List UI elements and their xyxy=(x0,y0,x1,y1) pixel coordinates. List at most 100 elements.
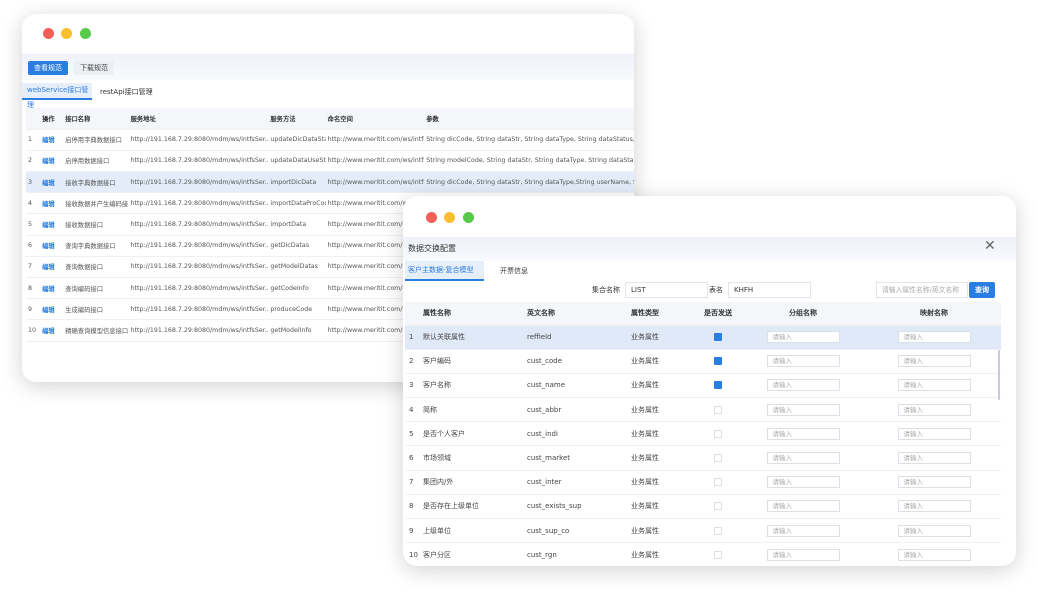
cell-name: 启停用字典数据接口 xyxy=(63,129,129,151)
edit-link[interactable]: 编辑 xyxy=(40,235,64,257)
mapping-name-input[interactable]: 请输入 xyxy=(897,524,971,537)
row-number: 9 xyxy=(405,518,423,544)
cell-en: cust_exists_sup xyxy=(527,494,631,520)
tab-webservice[interactable]: webService接口管理 xyxy=(22,83,92,109)
mapping-name-input[interactable]: 请输入 xyxy=(897,379,971,392)
send-cell xyxy=(697,325,739,350)
table-row[interactable]: 5 是否个人客户 cust_indi 业务属性 请输入 请输入 xyxy=(405,421,1001,447)
mapping-name-input-cell: 请输入 xyxy=(867,494,1001,520)
group-name-input[interactable]: 请输入 xyxy=(766,355,840,368)
mapping-name-input[interactable]: 请输入 xyxy=(897,500,971,513)
table-row[interactable]: 10 客户分区 cust_rgn 业务属性 请输入 请输入 xyxy=(405,542,1001,566)
column-header xyxy=(405,302,423,326)
send-checkbox[interactable] xyxy=(714,454,722,463)
table-row[interactable]: 3 编辑 接收字典数据接口 http://191.168.7.29:8080/mdm/… xyxy=(26,171,634,194)
send-checkbox[interactable] xyxy=(714,478,722,487)
maximize-dot-icon[interactable] xyxy=(463,212,474,223)
table-row[interactable]: 3 客户名称 cust_name 业务属性 请输入 请输入 xyxy=(405,373,1001,399)
mapping-name-input[interactable]: 请输入 xyxy=(897,331,971,344)
table-name-input[interactable]: KHFH xyxy=(728,282,811,298)
send-checkbox[interactable] xyxy=(714,405,722,414)
search-input[interactable]: 请输入属性名称/英文名称 xyxy=(876,282,968,298)
edit-link[interactable]: 编辑 xyxy=(40,171,64,194)
table-row[interactable]: 1 默认关联属性 reffield 业务属性 请输入 请输入 xyxy=(405,325,1001,350)
send-checkbox[interactable] xyxy=(714,333,722,342)
download-spec-button[interactable]: 下载规范 xyxy=(74,61,114,75)
close-icon[interactable]: ✕ xyxy=(984,238,996,254)
cell-ns: http://www.meritit.com/ws/intfs xyxy=(325,277,425,300)
group-name-input-cell: 请输入 xyxy=(739,470,867,495)
mapping-name-input[interactable]: 请输入 xyxy=(897,452,971,465)
row-number: 6 xyxy=(26,235,41,257)
group-name-input[interactable]: 请输入 xyxy=(766,427,840,440)
mapping-name-input[interactable]: 请输入 xyxy=(897,403,971,416)
edit-link[interactable]: 编辑 xyxy=(40,213,64,236)
minimize-dot-icon[interactable] xyxy=(444,212,455,223)
group-name-input[interactable]: 请输入 xyxy=(766,476,840,489)
send-checkbox[interactable] xyxy=(714,502,722,511)
close-dot-icon[interactable] xyxy=(426,212,437,223)
table-row[interactable]: 2 客户编码 cust_code 业务属性 请输入 请输入 xyxy=(405,349,1001,374)
group-name-input[interactable]: 请输入 xyxy=(766,452,840,465)
set-name-input[interactable]: LIST xyxy=(625,282,708,298)
cell-name: 是否存在上级单位 xyxy=(423,494,527,520)
group-name-input[interactable]: 请输入 xyxy=(766,524,840,537)
view-spec-button[interactable]: 查看规范 xyxy=(28,61,68,75)
minimize-dot-icon[interactable] xyxy=(61,28,72,39)
column-header: 映射名称 xyxy=(867,302,1001,326)
send-checkbox[interactable] xyxy=(714,357,722,366)
edit-link[interactable]: 编辑 xyxy=(40,150,64,173)
mapping-name-input-cell: 请输入 xyxy=(867,349,1001,374)
edit-link[interactable]: 编辑 xyxy=(40,256,64,279)
cell-url: http://191.168.7.29:8080/mdm/ws/intfsSer… xyxy=(128,298,269,321)
cell-ns: http://www.meritit.com/ws/intfs xyxy=(325,256,425,279)
table-row[interactable]: 9 上级单位 cust_sup_co 业务属性 请输入 请输入 xyxy=(405,518,1001,544)
table-row[interactable]: 7 集团内/外 cust_inter 业务属性 请输入 请输入 xyxy=(405,470,1001,495)
edit-link[interactable]: 编辑 xyxy=(40,298,64,321)
group-name-input[interactable]: 请输入 xyxy=(766,331,840,344)
group-name-input[interactable]: 请输入 xyxy=(766,403,840,416)
cell-url: http://191.168.7.29:8080/mdm/ws/intfsSer… xyxy=(128,192,269,215)
column-header: 操作 xyxy=(40,108,64,130)
group-name-input[interactable]: 请输入 xyxy=(766,500,840,513)
table-row[interactable]: 1 编辑 启停用字典数据接口 http://191.168.7.29:8080/mdm… xyxy=(26,129,634,151)
tab-customer-model[interactable]: 客户主数据-复合模型 xyxy=(405,261,484,281)
cell-name: 客户名称 xyxy=(423,373,527,399)
mapping-name-input[interactable]: 请输入 xyxy=(897,427,971,440)
scrollbar[interactable] xyxy=(998,350,1000,400)
close-dot-icon[interactable] xyxy=(43,28,54,39)
cell-type: 业务属性 xyxy=(631,518,697,544)
cell-name: 上级单位 xyxy=(423,518,527,544)
tab-invoice-info[interactable]: 开票信息 xyxy=(500,267,528,275)
tab-restapi[interactable]: restApi接口管理 xyxy=(100,88,153,96)
group-name-input-cell: 请输入 xyxy=(739,373,867,399)
cell-name: 接收数据接口 xyxy=(63,213,129,236)
group-name-input[interactable]: 请输入 xyxy=(766,548,840,561)
send-checkbox[interactable] xyxy=(714,381,722,390)
mapping-name-input[interactable]: 请输入 xyxy=(897,476,971,489)
group-name-input-cell: 请输入 xyxy=(739,542,867,566)
group-name-input[interactable]: 请输入 xyxy=(766,379,840,392)
cell-method: getModelDatas xyxy=(268,256,326,279)
edit-link[interactable]: 编辑 xyxy=(40,319,64,342)
mapping-name-input[interactable]: 请输入 xyxy=(897,355,971,368)
send-checkbox[interactable] xyxy=(714,526,722,535)
dialog-header xyxy=(403,237,1016,261)
cell-en: cust_market xyxy=(527,445,631,471)
query-button[interactable]: 查询 xyxy=(969,282,995,298)
mapping-name-input-cell: 请输入 xyxy=(867,397,1001,423)
table-row[interactable]: 6 市场领域 cust_market 业务属性 请输入 请输入 xyxy=(405,445,1001,471)
send-checkbox[interactable] xyxy=(714,550,722,559)
table-row[interactable]: 8 是否存在上级单位 cust_exists_sup 业务属性 请输入 请输入 xyxy=(405,494,1001,520)
cell-type: 业务属性 xyxy=(631,445,697,471)
cell-type: 业务属性 xyxy=(631,349,697,374)
table-row[interactable]: 2 编辑 启停用数据接口 http://191.168.7.29:8080/mdm/w… xyxy=(26,150,634,173)
send-checkbox[interactable] xyxy=(714,429,722,438)
edit-link[interactable]: 编辑 xyxy=(40,277,64,300)
edit-link[interactable]: 编辑 xyxy=(40,192,64,215)
table-row[interactable]: 4 简称 cust_abbr 业务属性 请输入 请输入 xyxy=(405,397,1001,423)
mapping-name-input[interactable]: 请输入 xyxy=(897,548,971,561)
cell-ns: http://www.meritit.com/ws/intfs xyxy=(325,213,425,236)
edit-link[interactable]: 编辑 xyxy=(40,129,64,151)
maximize-dot-icon[interactable] xyxy=(80,28,91,39)
